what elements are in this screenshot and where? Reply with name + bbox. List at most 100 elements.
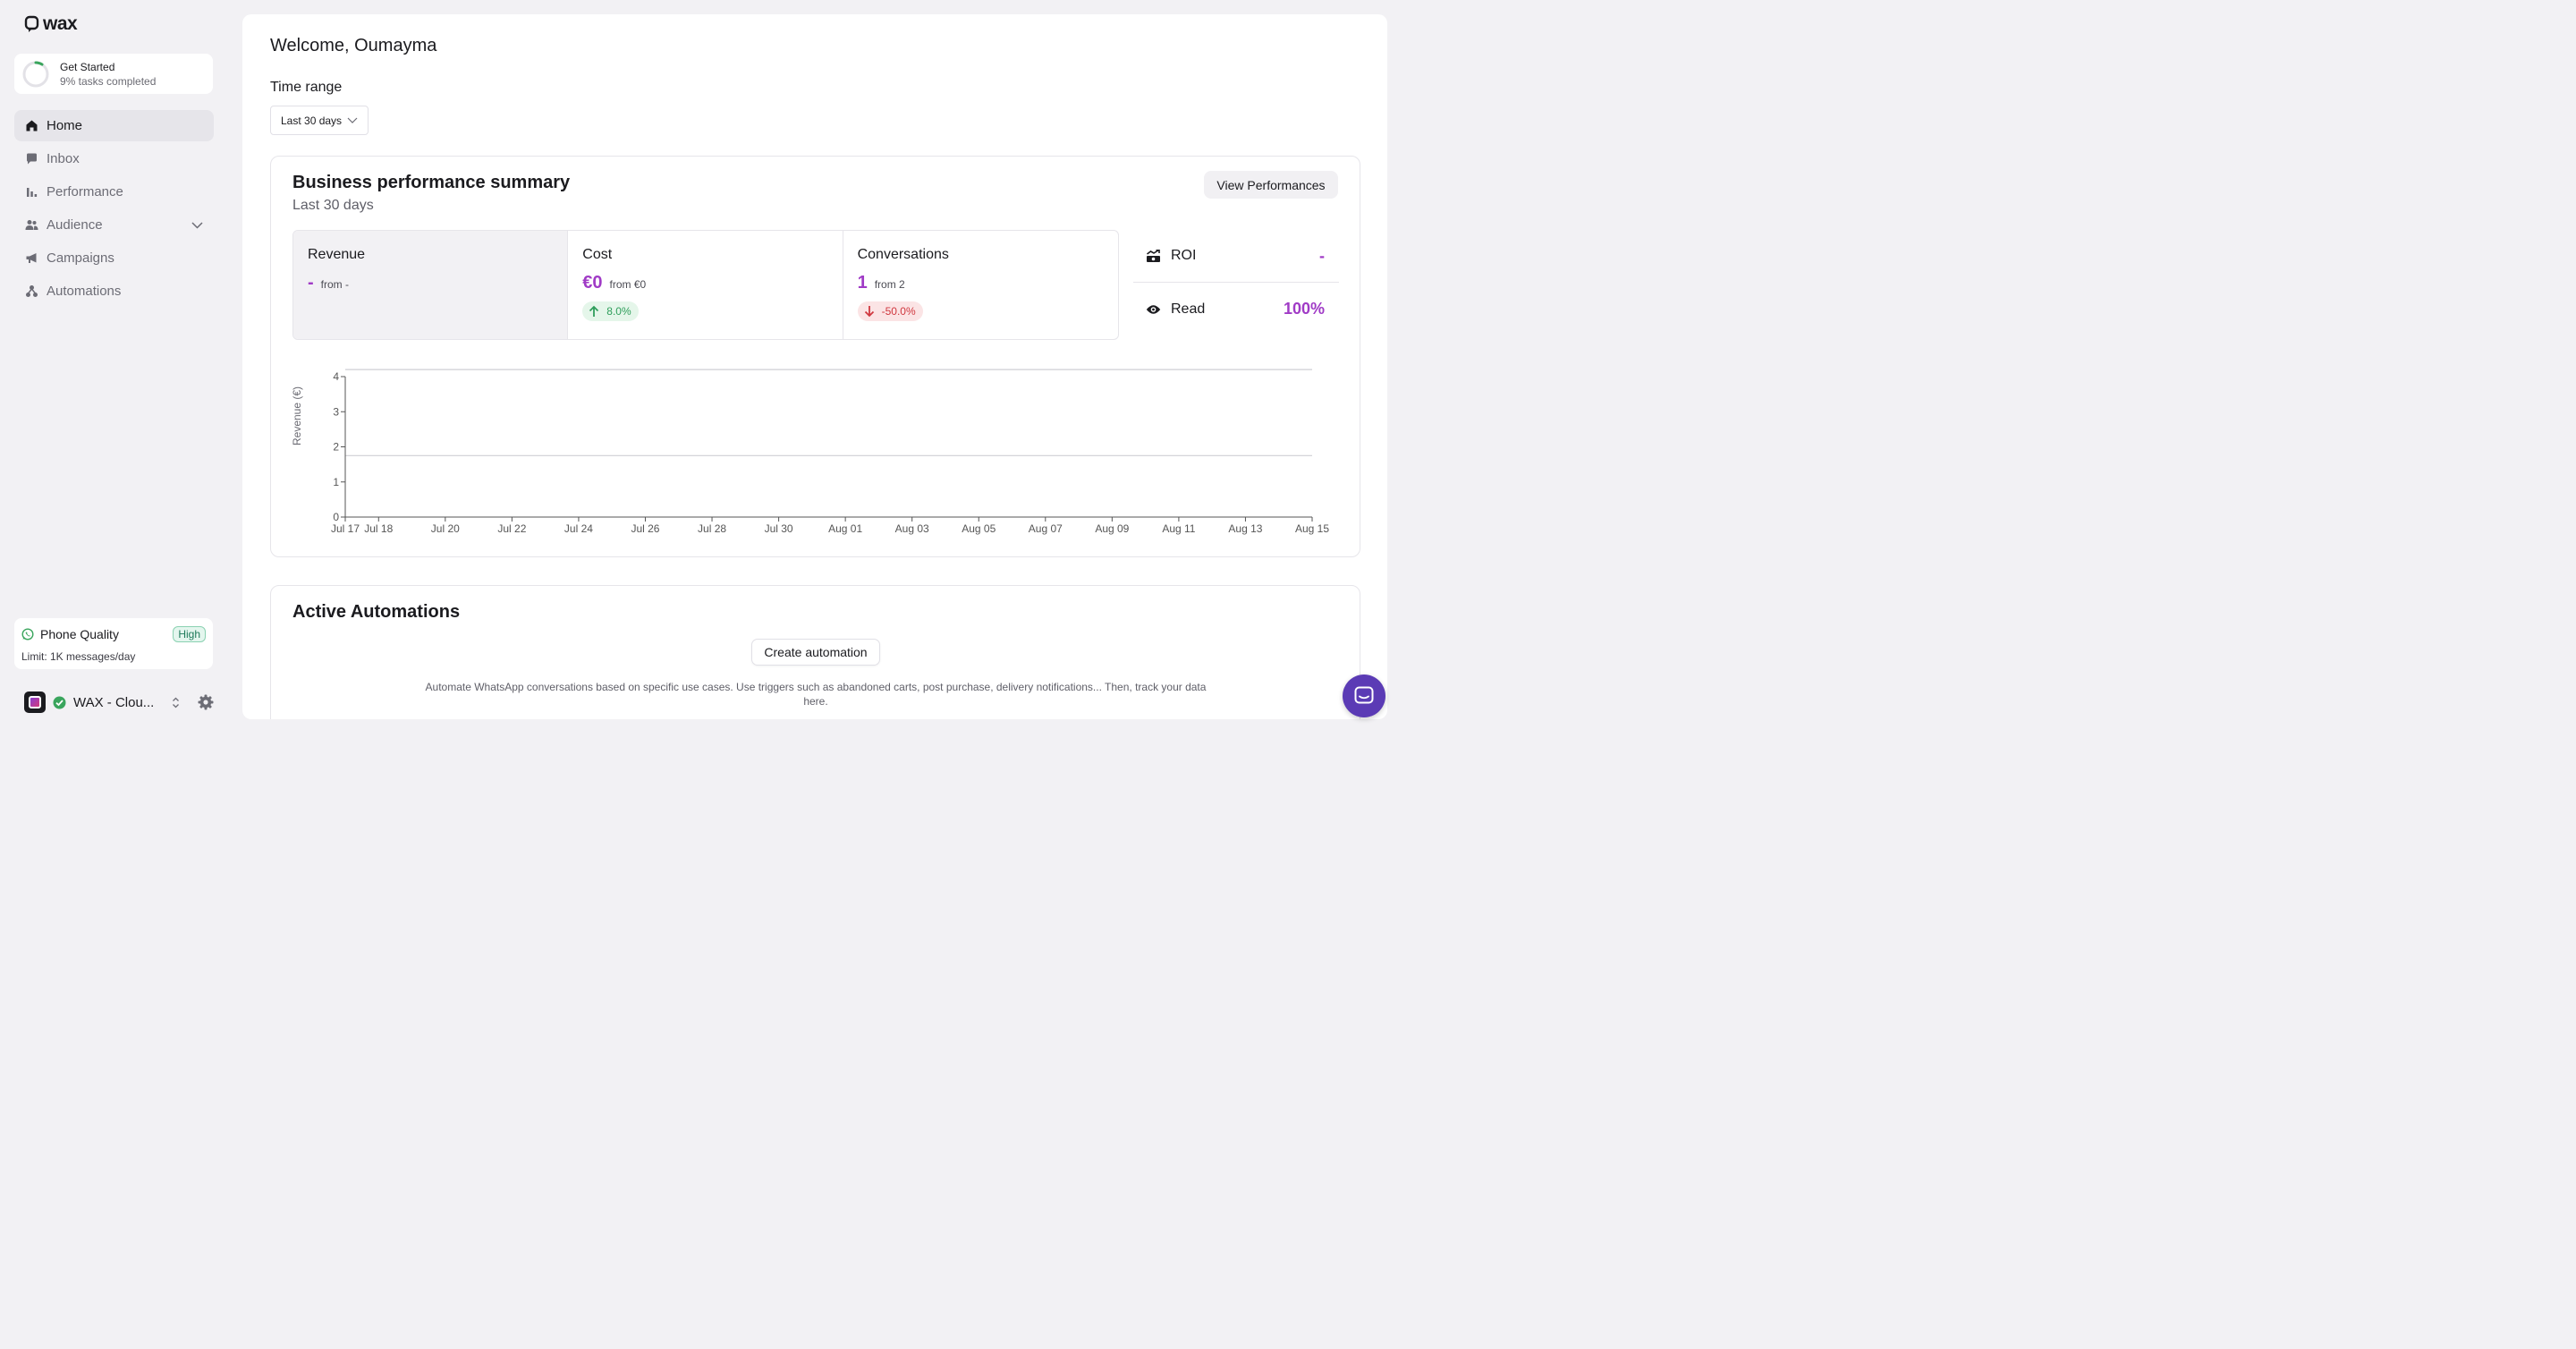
- phone-quality-title: Phone Quality: [40, 627, 119, 641]
- chart-x-tick-label: Aug 13: [1228, 522, 1262, 535]
- chart-x-tick-label: Jul 30: [765, 522, 793, 535]
- summary-title: Business performance summary: [292, 173, 571, 192]
- summary-subtitle: Last 30 days: [292, 198, 374, 213]
- verified-check-icon: [53, 696, 66, 709]
- nav-item-performance[interactable]: Performance: [14, 176, 214, 208]
- delta-value: -50.0%: [881, 305, 916, 318]
- time-range-value: Last 30 days: [281, 114, 343, 127]
- logo-text: wax: [43, 13, 78, 34]
- nav-label: Home: [47, 118, 83, 133]
- chat-bubble-icon: [25, 152, 38, 165]
- side-metrics: ROI - Read 100%: [1133, 230, 1339, 335]
- kpi-revenue[interactable]: Revenue - from -: [293, 231, 569, 339]
- delta-badge-up: 8.0%: [582, 301, 639, 321]
- page-title: Welcome, Oumayma: [270, 36, 437, 55]
- main-panel: Welcome, Oumayma Time range Last 30 days…: [242, 14, 1387, 719]
- chart-y-tick-label: 2: [333, 441, 339, 454]
- nav-item-inbox[interactable]: Inbox: [14, 143, 214, 174]
- kpi-value: -: [308, 273, 314, 293]
- chart-x-tick-label: Aug 15: [1295, 522, 1329, 535]
- chat-support-button[interactable]: [1343, 674, 1385, 717]
- nav-item-campaigns[interactable]: Campaigns: [14, 242, 214, 274]
- main-nav: Home Inbox Performance Audience: [14, 110, 214, 309]
- chart-y-tick-label: 1: [333, 476, 339, 488]
- delta-badge-down: -50.0%: [857, 301, 923, 321]
- chart-x-tick-label: Aug 01: [828, 522, 862, 535]
- kpi-label: Conversations: [857, 247, 949, 262]
- nav-label: Automations: [47, 284, 122, 299]
- chart-y-axis-label: Revenue (€): [291, 386, 303, 445]
- kpi-from: from €0: [609, 278, 647, 291]
- metric-read: Read 100%: [1133, 283, 1339, 335]
- sidebar: wax Get Started 9% tasks completed Home …: [0, 0, 228, 734]
- arrow-down-icon: [864, 305, 875, 318]
- chart-x-tick-label: Aug 03: [895, 522, 929, 535]
- metric-roi: ROI -: [1133, 230, 1339, 283]
- home-icon: [25, 119, 38, 132]
- metric-value: -: [1319, 246, 1325, 265]
- chart-x-tick-label: Aug 11: [1162, 522, 1195, 535]
- message-limit: Limit: 1K messages/day: [21, 650, 136, 663]
- chevron-up-down-icon[interactable]: [172, 697, 180, 708]
- automations-title: Active Automations: [292, 602, 461, 622]
- users-icon: [25, 218, 38, 232]
- metric-label: Read: [1171, 301, 1206, 317]
- time-range-label: Time range: [270, 80, 343, 95]
- gear-icon[interactable]: [198, 694, 214, 710]
- metric-value: 100%: [1283, 300, 1325, 318]
- chevron-down-icon: [347, 117, 358, 123]
- time-range-select[interactable]: Last 30 days: [270, 106, 369, 135]
- kpi-label: Revenue: [308, 247, 366, 262]
- phone-quality-card[interactable]: Phone Quality High Limit: 1K messages/da…: [14, 618, 213, 669]
- arrow-up-icon: [589, 305, 599, 318]
- chart-y-tick-label: 3: [333, 405, 339, 418]
- nav-label: Performance: [47, 184, 123, 199]
- chat-icon: [1353, 685, 1375, 707]
- get-started-progress: 9% tasks completed: [60, 74, 157, 88]
- whatsapp-icon: [21, 628, 34, 641]
- chart-x-tick-label: Aug 05: [962, 522, 996, 535]
- business-performance-card: Business performance summary Last 30 day…: [270, 156, 1360, 557]
- kpi-conversations[interactable]: Conversations 1 from 2 -50.0%: [843, 231, 1118, 339]
- progress-ring: [22, 61, 49, 87]
- chart-x-tick-label: Jul 26: [631, 522, 659, 535]
- chevron-down-icon[interactable]: [191, 221, 203, 229]
- create-automation-button[interactable]: Create automation: [751, 639, 880, 666]
- chart-x-tick-label: Jul 28: [698, 522, 726, 535]
- wax-logo[interactable]: wax: [24, 13, 78, 35]
- megaphone-icon: [25, 251, 38, 265]
- get-started-title: Get Started: [60, 60, 115, 73]
- wax-logo-icon: [24, 15, 39, 32]
- chart-x-tick-label: Jul 20: [431, 522, 460, 535]
- metric-label: ROI: [1171, 248, 1197, 263]
- kpi-cost[interactable]: Cost €0 from €0 8.0%: [568, 231, 843, 339]
- nav-item-audience[interactable]: Audience: [14, 209, 214, 241]
- chart-x-tick-label: Jul 17: [331, 522, 360, 535]
- kpi-label: Cost: [582, 247, 613, 262]
- nav-item-automations[interactable]: Automations: [14, 276, 214, 307]
- kpi-value: €0: [582, 273, 603, 293]
- automations-description: Automate WhatsApp conversations based on…: [425, 681, 1207, 708]
- chart-y-tick-label: 0: [333, 511, 339, 523]
- account-switcher[interactable]: WAX - Clou...: [24, 691, 214, 713]
- kpi-group: Revenue - from - Cost €0 from €0 8.0%: [292, 230, 1119, 340]
- quality-badge: High: [173, 626, 206, 642]
- kpi-from: from 2: [874, 278, 905, 291]
- revenue-chart: 0 1 2 3 4 Jul 17 Jul 18 Jul 20 Jul 22 Jul 24 Jul 2…: [291, 369, 1329, 535]
- bar-chart-icon: [25, 185, 38, 199]
- delta-value: 8.0%: [606, 305, 631, 318]
- kpi-from: from -: [320, 278, 350, 291]
- chart-x-tick-label: Aug 09: [1095, 522, 1129, 535]
- account-name: WAX - Clou...: [73, 694, 155, 710]
- chart-y-tick-label: 4: [333, 370, 339, 383]
- nav-label: Audience: [47, 217, 103, 233]
- kpi-value: 1: [857, 273, 868, 293]
- eye-icon: [1146, 304, 1162, 315]
- active-automations-card: Active Automations Create automation Aut…: [270, 585, 1360, 719]
- chart-x-tick-label: Jul 24: [564, 522, 593, 535]
- nav-label: Campaigns: [47, 250, 114, 266]
- view-performances-button[interactable]: View Performances: [1204, 171, 1338, 199]
- nav-item-home[interactable]: Home: [14, 110, 214, 141]
- get-started-card[interactable]: Get Started 9% tasks completed: [14, 54, 213, 94]
- chart-x-tick-label: Jul 18: [364, 522, 393, 535]
